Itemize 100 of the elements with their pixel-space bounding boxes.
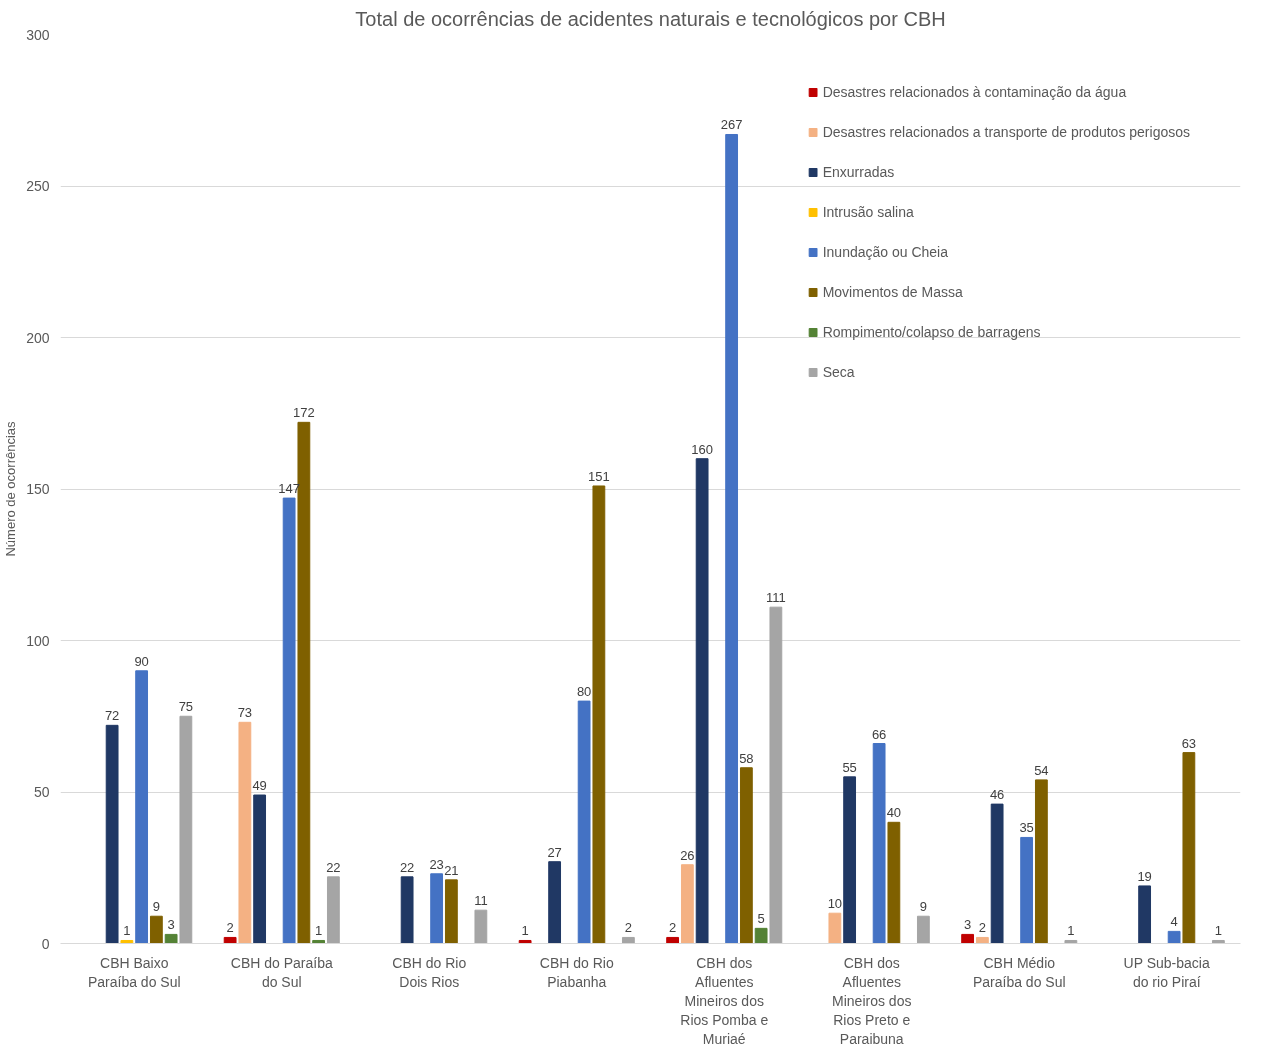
bar <box>739 767 753 944</box>
data-label: 23 <box>429 856 444 872</box>
y-tick-label: 0 <box>41 935 50 952</box>
data-label: 1 <box>1067 923 1075 939</box>
data-label: 9 <box>919 899 927 915</box>
data-label: 75 <box>178 699 194 715</box>
bar <box>754 927 768 944</box>
y-tick-label: 200 <box>26 329 50 346</box>
bar <box>326 876 340 944</box>
data-label: 54 <box>1034 762 1049 778</box>
bar <box>179 715 193 944</box>
bar <box>695 458 709 944</box>
bar <box>1167 930 1181 944</box>
bar <box>430 873 444 944</box>
data-label: 9 <box>152 899 160 915</box>
data-label: 72 <box>104 708 120 724</box>
bar <box>400 876 414 944</box>
data-label: 160 <box>691 441 713 457</box>
data-label: 267 <box>720 117 743 133</box>
bar <box>149 915 163 944</box>
data-label: 3 <box>167 917 175 933</box>
bar <box>1138 885 1152 944</box>
data-label: 11 <box>474 893 488 909</box>
bar <box>548 861 562 944</box>
bar <box>666 936 680 944</box>
bar <box>592 485 606 944</box>
data-label: 49 <box>252 778 267 794</box>
data-label: 27 <box>547 844 562 860</box>
data-label: 1 <box>1214 923 1222 939</box>
bar <box>990 803 1004 944</box>
legend-label: Rompimento/colapso de barragens <box>822 324 1041 340</box>
x-tick-label: UP Sub-bacia do rio Piraí <box>1123 954 1210 990</box>
bar <box>887 821 901 944</box>
data-label: 10 <box>827 896 843 912</box>
bar <box>828 912 842 944</box>
bar <box>135 670 149 944</box>
data-label: 90 <box>134 653 149 669</box>
data-label: 2 <box>669 920 677 936</box>
data-label: 172 <box>293 405 315 421</box>
legend-label: Intrusão salina <box>822 204 914 220</box>
chart-title: Total de ocorrências de acidentes naturais e tecnológicos por CBH <box>355 7 946 30</box>
bar <box>164 933 178 944</box>
data-label: 1 <box>521 923 529 939</box>
bar <box>916 915 930 944</box>
data-label: 2 <box>624 920 632 936</box>
bar <box>1020 836 1034 944</box>
x-tick-label: CBH Médio Paraíba do Sul <box>972 954 1066 990</box>
y-tick-label: 250 <box>26 178 50 194</box>
bar <box>282 497 296 944</box>
data-label: 66 <box>871 726 887 742</box>
y-tick-label: 50 <box>33 784 50 800</box>
data-label: 5 <box>757 911 765 927</box>
y-tick-label: 100 <box>26 632 50 649</box>
data-label: 151 <box>588 468 610 484</box>
data-label: 19 <box>1137 868 1152 884</box>
data-label: 58 <box>739 750 754 766</box>
bar <box>238 721 252 944</box>
y-tick-label: 150 <box>26 481 50 497</box>
data-label: 26 <box>680 847 695 863</box>
bar <box>975 936 989 944</box>
x-tick-label: CBH do Rio Dois Rios <box>392 954 467 990</box>
legend-label: Seca <box>822 364 855 380</box>
x-tick-label: CBH Baixo Paraíba do Sul <box>87 954 181 990</box>
data-label: 46 <box>989 787 1005 803</box>
data-label: 22 <box>326 859 341 875</box>
bar <box>253 794 267 944</box>
data-label: 55 <box>842 759 857 775</box>
data-label: 73 <box>237 705 253 721</box>
bar <box>223 936 237 944</box>
data-label: 111 <box>765 590 786 606</box>
data-label: 1 <box>123 923 131 939</box>
bar <box>577 700 591 944</box>
data-label: 35 <box>1019 820 1034 836</box>
bar <box>621 936 635 944</box>
bar <box>725 133 739 944</box>
data-label: 2 <box>978 920 986 936</box>
x-tick-label: CBH do Rio Piabanha <box>539 954 614 990</box>
bar <box>843 776 857 944</box>
bar <box>1182 752 1196 944</box>
legend-label: Movimentos de Massa <box>822 284 963 300</box>
data-label: 2 <box>226 920 234 936</box>
legend-label: Enxurradas <box>822 164 895 180</box>
bar <box>961 933 975 944</box>
data-label: 4 <box>1170 914 1178 930</box>
bar <box>769 606 783 944</box>
data-label: 21 <box>444 862 459 878</box>
x-tick-label: CBH dos Afluentes Mineiros dos Rios Pomba e Muriaé <box>680 954 769 1048</box>
x-tick-label: CBH do Paraíba do Sul <box>230 954 333 990</box>
data-label: 1 <box>315 923 323 939</box>
data-label: 63 <box>1181 735 1197 751</box>
bar <box>872 743 886 944</box>
bar <box>1034 779 1048 944</box>
x-tick-label: CBH dos Afluentes Mineiros dos Rios Preto e Paraibuna <box>832 954 912 1048</box>
bar <box>444 879 458 944</box>
bar <box>474 909 488 944</box>
data-label: 3 <box>964 917 972 933</box>
y-tick-label: 300 <box>26 26 50 43</box>
legend-label: Desastres relacionados a transporte de produtos perigosos <box>822 124 1190 140</box>
data-label: 80 <box>576 684 592 700</box>
y-axis-title: Número de ocorrências <box>3 420 19 557</box>
